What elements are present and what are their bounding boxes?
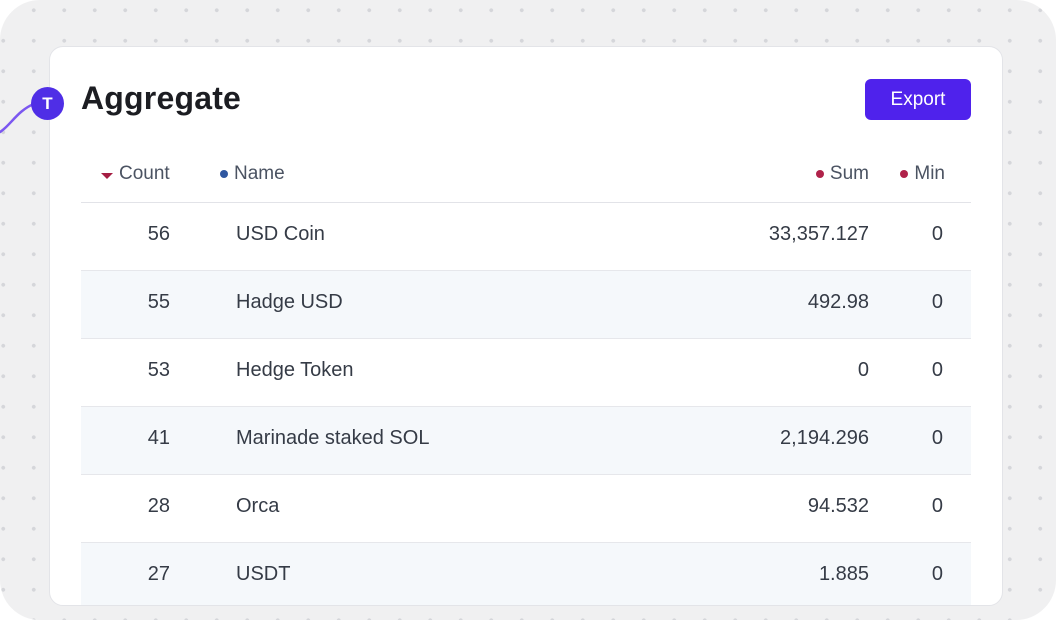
table-row[interactable]: 27 USDT 1.885 0: [81, 543, 971, 605]
cell-name: Hedge Token: [236, 359, 354, 381]
cell-sum: 2,194.296: [780, 427, 869, 449]
cell-min: 0: [931, 495, 943, 517]
column-label: Count: [119, 163, 170, 184]
column-label: Sum: [829, 163, 869, 184]
cell-sum: 0: [857, 359, 869, 381]
cell-sum: 492.98: [807, 291, 869, 313]
column-header-sum[interactable]: Sum: [815, 163, 869, 185]
card-title: Aggregate: [81, 80, 242, 116]
aggregate-card: Aggregate Export Count Name Sum Min: [49, 46, 1003, 606]
table-row[interactable]: 55 Hadge USD 492.98 0: [81, 271, 971, 339]
cell-min: 0: [931, 223, 943, 245]
cell-count: 28: [147, 495, 170, 517]
cell-count: 41: [147, 427, 170, 449]
cell-min: 0: [931, 563, 943, 585]
table-row[interactable]: 41 Marinade staked SOL 2,194.296 0: [81, 407, 971, 475]
cell-sum: 94.532: [807, 495, 869, 517]
cell-name: Marinade staked SOL: [236, 427, 430, 449]
cell-count: 53: [147, 359, 170, 381]
cell-name: Orca: [236, 495, 280, 517]
connector-line: [0, 102, 36, 134]
badge-letter: T: [42, 93, 53, 113]
dot-icon: [220, 170, 228, 178]
node-badge[interactable]: T: [31, 87, 64, 120]
column-header-min[interactable]: Min: [900, 163, 945, 185]
table-row[interactable]: 28 Orca 94.532 0: [81, 475, 971, 543]
table-header: Count Name Sum Min: [81, 152, 971, 203]
aggregate-table: Count Name Sum Min 56 USD Coin 33,3: [81, 152, 971, 605]
cell-count: 27: [147, 563, 170, 585]
column-header-name[interactable]: Name: [220, 163, 285, 185]
cell-min: 0: [931, 359, 943, 381]
column-header-count[interactable]: Count: [101, 163, 170, 185]
column-label: Name: [234, 163, 285, 184]
dot-icon: [900, 170, 909, 178]
sort-desc-caret-icon: [101, 172, 113, 179]
cell-sum: 1.885: [818, 563, 869, 585]
cell-name: Hadge USD: [236, 291, 343, 313]
table-row[interactable]: 53 Hedge Token 0 0: [81, 339, 971, 407]
cell-name: USDT: [236, 563, 291, 585]
dot-icon: [815, 170, 824, 178]
export-button[interactable]: Export: [865, 79, 971, 120]
cell-name: USD Coin: [236, 223, 325, 245]
table-row[interactable]: 56 USD Coin 33,357.127 0: [81, 203, 971, 271]
cell-min: 0: [931, 427, 943, 449]
column-label: Min: [914, 163, 945, 184]
cell-count: 56: [147, 223, 170, 245]
cell-min: 0: [931, 291, 943, 313]
cell-sum: 33,357.127: [768, 223, 869, 245]
cell-count: 55: [147, 291, 170, 313]
